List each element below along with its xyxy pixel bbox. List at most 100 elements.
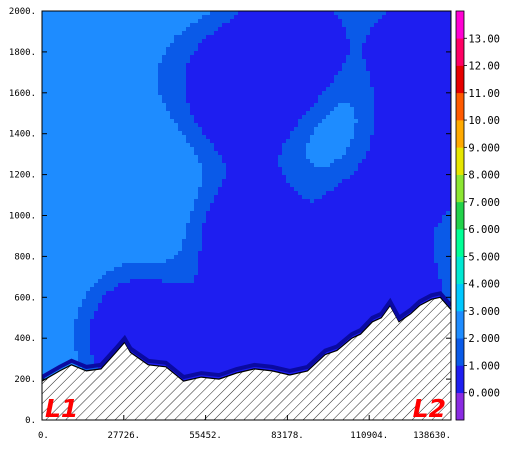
field-cell: [362, 167, 367, 172]
field-cell: [334, 19, 339, 24]
field-cell: [42, 59, 47, 64]
field-cell: [310, 75, 315, 80]
field-cell: [42, 151, 47, 156]
field-cell: [394, 95, 399, 100]
field-cell: [146, 43, 151, 48]
field-cell: [58, 59, 63, 64]
field-cell: [290, 71, 295, 76]
field-cell: [206, 79, 211, 84]
field-cell: [178, 163, 183, 168]
field-cell: [270, 47, 275, 52]
field-cell: [350, 67, 355, 72]
field-cell: [54, 155, 59, 160]
field-cell: [302, 67, 307, 72]
field-cell: [82, 111, 87, 116]
field-cell: [334, 131, 339, 136]
field-cell: [170, 131, 175, 136]
field-cell: [342, 175, 347, 180]
field-cell: [354, 107, 359, 112]
field-cell: [222, 31, 227, 36]
field-cell: [194, 11, 199, 16]
field-cell: [178, 167, 183, 172]
field-cell: [118, 163, 123, 168]
field-cell: [406, 43, 411, 48]
field-cell: [410, 147, 415, 152]
field-cell: [346, 147, 351, 152]
field-cell: [238, 115, 243, 120]
field-cell: [110, 67, 115, 72]
field-cell: [302, 183, 307, 188]
field-cell: [262, 143, 267, 148]
field-cell: [130, 115, 135, 120]
field-cell: [422, 143, 427, 148]
field-cell: [258, 15, 263, 20]
field-cell: [70, 155, 75, 160]
field-cell: [166, 179, 171, 184]
field-cell: [318, 147, 323, 152]
field-cell: [378, 135, 383, 140]
field-cell: [102, 71, 107, 76]
field-cell: [330, 111, 335, 116]
field-cell: [238, 19, 243, 24]
field-cell: [66, 159, 71, 164]
field-cell: [254, 55, 259, 60]
field-cell: [342, 59, 347, 64]
field-cell: [374, 99, 379, 104]
field-cell: [374, 67, 379, 72]
field-cell: [110, 127, 115, 132]
field-cell: [110, 103, 115, 108]
field-cell: [102, 147, 107, 152]
field-cell: [186, 191, 191, 196]
field-cell: [370, 167, 375, 172]
field-cell: [370, 87, 375, 92]
field-cell: [326, 87, 331, 92]
field-cell: [50, 131, 55, 136]
field-cell: [342, 155, 347, 160]
field-cell: [442, 107, 447, 112]
field-cell: [206, 175, 211, 180]
field-cell: [222, 83, 227, 88]
field-cell: [402, 171, 407, 176]
field-cell: [146, 67, 151, 72]
field-cell: [350, 19, 355, 24]
field-cell: [314, 123, 319, 128]
field-cell: [158, 159, 163, 164]
field-cell: [370, 27, 375, 32]
field-cell: [130, 19, 135, 24]
field-cell: [198, 119, 203, 124]
field-cell: [346, 95, 351, 100]
field-cell: [118, 187, 123, 192]
field-cell: [170, 99, 175, 104]
field-cell: [286, 155, 291, 160]
field-cell: [382, 175, 387, 180]
field-cell: [178, 79, 183, 84]
field-cell: [406, 151, 411, 156]
field-cell: [258, 23, 263, 28]
field-cell: [62, 23, 67, 28]
field-cell: [370, 55, 375, 60]
field-cell: [50, 195, 55, 200]
field-cell: [418, 171, 423, 176]
field-cell: [302, 63, 307, 68]
field-cell: [58, 35, 63, 40]
field-cell: [146, 167, 151, 172]
field-cell: [154, 131, 159, 136]
field-cell: [198, 95, 203, 100]
field-cell: [254, 23, 259, 28]
field-cell: [298, 191, 303, 196]
field-cell: [238, 111, 243, 116]
field-cell: [206, 179, 211, 184]
field-cell: [402, 159, 407, 164]
field-cell: [86, 39, 91, 44]
field-cell: [210, 127, 215, 132]
field-cell: [114, 67, 119, 72]
field-cell: [306, 23, 311, 28]
field-cell: [270, 43, 275, 48]
field-cell: [202, 83, 207, 88]
field-cell: [94, 59, 99, 64]
field-cell: [146, 163, 151, 168]
field-cell: [334, 139, 339, 144]
field-cell: [378, 59, 383, 64]
field-cell: [222, 123, 227, 128]
field-cell: [50, 83, 55, 88]
